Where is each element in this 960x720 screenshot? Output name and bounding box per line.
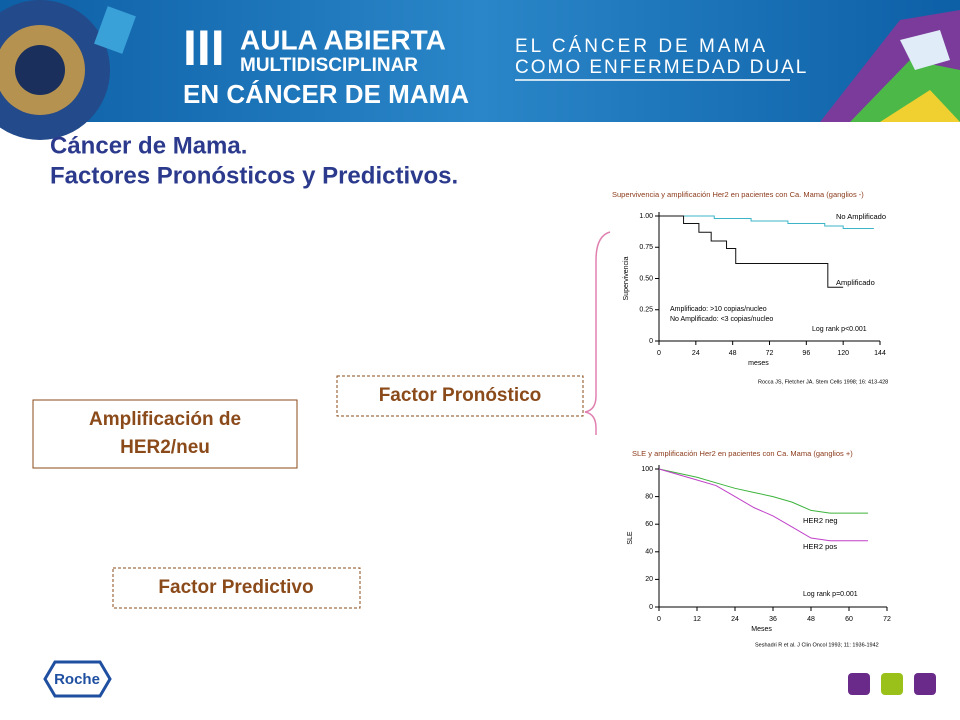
slide-title: Factores Pronósticos y Predictivos. xyxy=(50,162,458,189)
x-tick-label: 96 xyxy=(802,350,810,357)
x-tick-label: 48 xyxy=(729,350,737,357)
annotation: Log rank p<0.001 xyxy=(812,326,867,333)
slide-title: Cáncer de Mama. xyxy=(50,132,247,159)
x-tick-label: 12 xyxy=(693,616,701,623)
mosaic-left xyxy=(0,0,136,140)
y-tick-label: 80 xyxy=(645,493,653,500)
source: Seshadri R et al. J Clin Oncol 1993; 11:… xyxy=(755,642,879,648)
source: Rocca JS, Fletcher JA. Stem Cells 1998; … xyxy=(758,379,888,385)
y-tick-label: 0 xyxy=(649,604,653,611)
box-text: Factor Predictivo xyxy=(158,577,313,598)
series-line xyxy=(658,468,868,542)
square xyxy=(914,673,936,695)
annotation: No Amplificado: <3 copias/nucleo xyxy=(670,316,773,323)
box-text: Factor Pronóstico xyxy=(379,385,542,406)
chart-title: Supervivencia y amplificación Her2 en pa… xyxy=(612,190,864,199)
annotation: Log rank p=0.001 xyxy=(803,591,858,598)
y-tick-label: 0.50 xyxy=(639,275,653,282)
header-subtitle: EL CÁNCER DE MAMA xyxy=(515,36,768,57)
y-tick-label: 40 xyxy=(645,549,653,556)
logo-line: MULTIDISCIPLINAR xyxy=(240,55,418,76)
logo-line: EN CÁNCER DE MAMA xyxy=(183,79,469,109)
y-tick-label: 0 xyxy=(649,338,653,345)
series-label: HER2 pos xyxy=(803,542,837,551)
x-tick-label: 72 xyxy=(766,350,774,357)
prognostic-box xyxy=(336,375,584,417)
x-tick-label: 0 xyxy=(657,350,661,357)
x-axis-label: meses xyxy=(748,360,769,367)
x-tick-label: 36 xyxy=(769,616,777,623)
x-tick-label: 60 xyxy=(845,616,853,623)
series-line xyxy=(658,468,868,514)
x-tick-label: 120 xyxy=(837,350,849,357)
series-label: HER2 neg xyxy=(803,516,838,525)
annotation: Amplificado: >10 copias/nucleo xyxy=(670,306,767,313)
box-text: HER2/neu xyxy=(120,437,210,458)
square xyxy=(881,673,903,695)
series-label: No Amplificado xyxy=(836,212,886,221)
series-line xyxy=(659,215,874,229)
chart-title: SLE y amplificación Her2 en pacientes co… xyxy=(632,449,853,458)
chart-panel xyxy=(592,435,932,650)
header-band xyxy=(0,0,960,122)
box-text: Amplificación de xyxy=(89,409,241,430)
x-axis-label: Meses xyxy=(751,626,772,633)
series-line xyxy=(659,215,844,288)
y-tick-label: 100 xyxy=(641,466,653,473)
x-tick-label: 144 xyxy=(874,350,886,357)
x-tick-label: 48 xyxy=(807,616,815,623)
y-tick-label: 0.25 xyxy=(639,307,653,314)
header-subtitle: COMO ENFERMEDAD DUAL xyxy=(515,57,808,78)
y-axis-label: SLE xyxy=(627,531,634,545)
mosaic-right xyxy=(820,10,960,122)
main-box xyxy=(32,399,298,469)
predictive-box xyxy=(112,567,361,609)
y-tick-label: 0.75 xyxy=(639,244,653,251)
y-tick-label: 20 xyxy=(645,576,653,583)
y-tick-label: 60 xyxy=(645,521,653,528)
logo-line: AULA ABIERTA xyxy=(240,24,446,55)
square xyxy=(848,673,870,695)
series-label: Amplificado xyxy=(836,278,875,287)
x-tick-label: 72 xyxy=(883,616,891,623)
x-tick-label: 24 xyxy=(692,350,700,357)
roche-text: Roche xyxy=(54,671,100,688)
logo-number: III xyxy=(183,20,225,76)
roche-logo xyxy=(43,660,112,698)
x-tick-label: 24 xyxy=(731,616,739,623)
y-axis-label: Supervivencia xyxy=(623,256,630,300)
x-tick-label: 0 xyxy=(657,616,661,623)
y-tick-label: 1.00 xyxy=(639,213,653,220)
